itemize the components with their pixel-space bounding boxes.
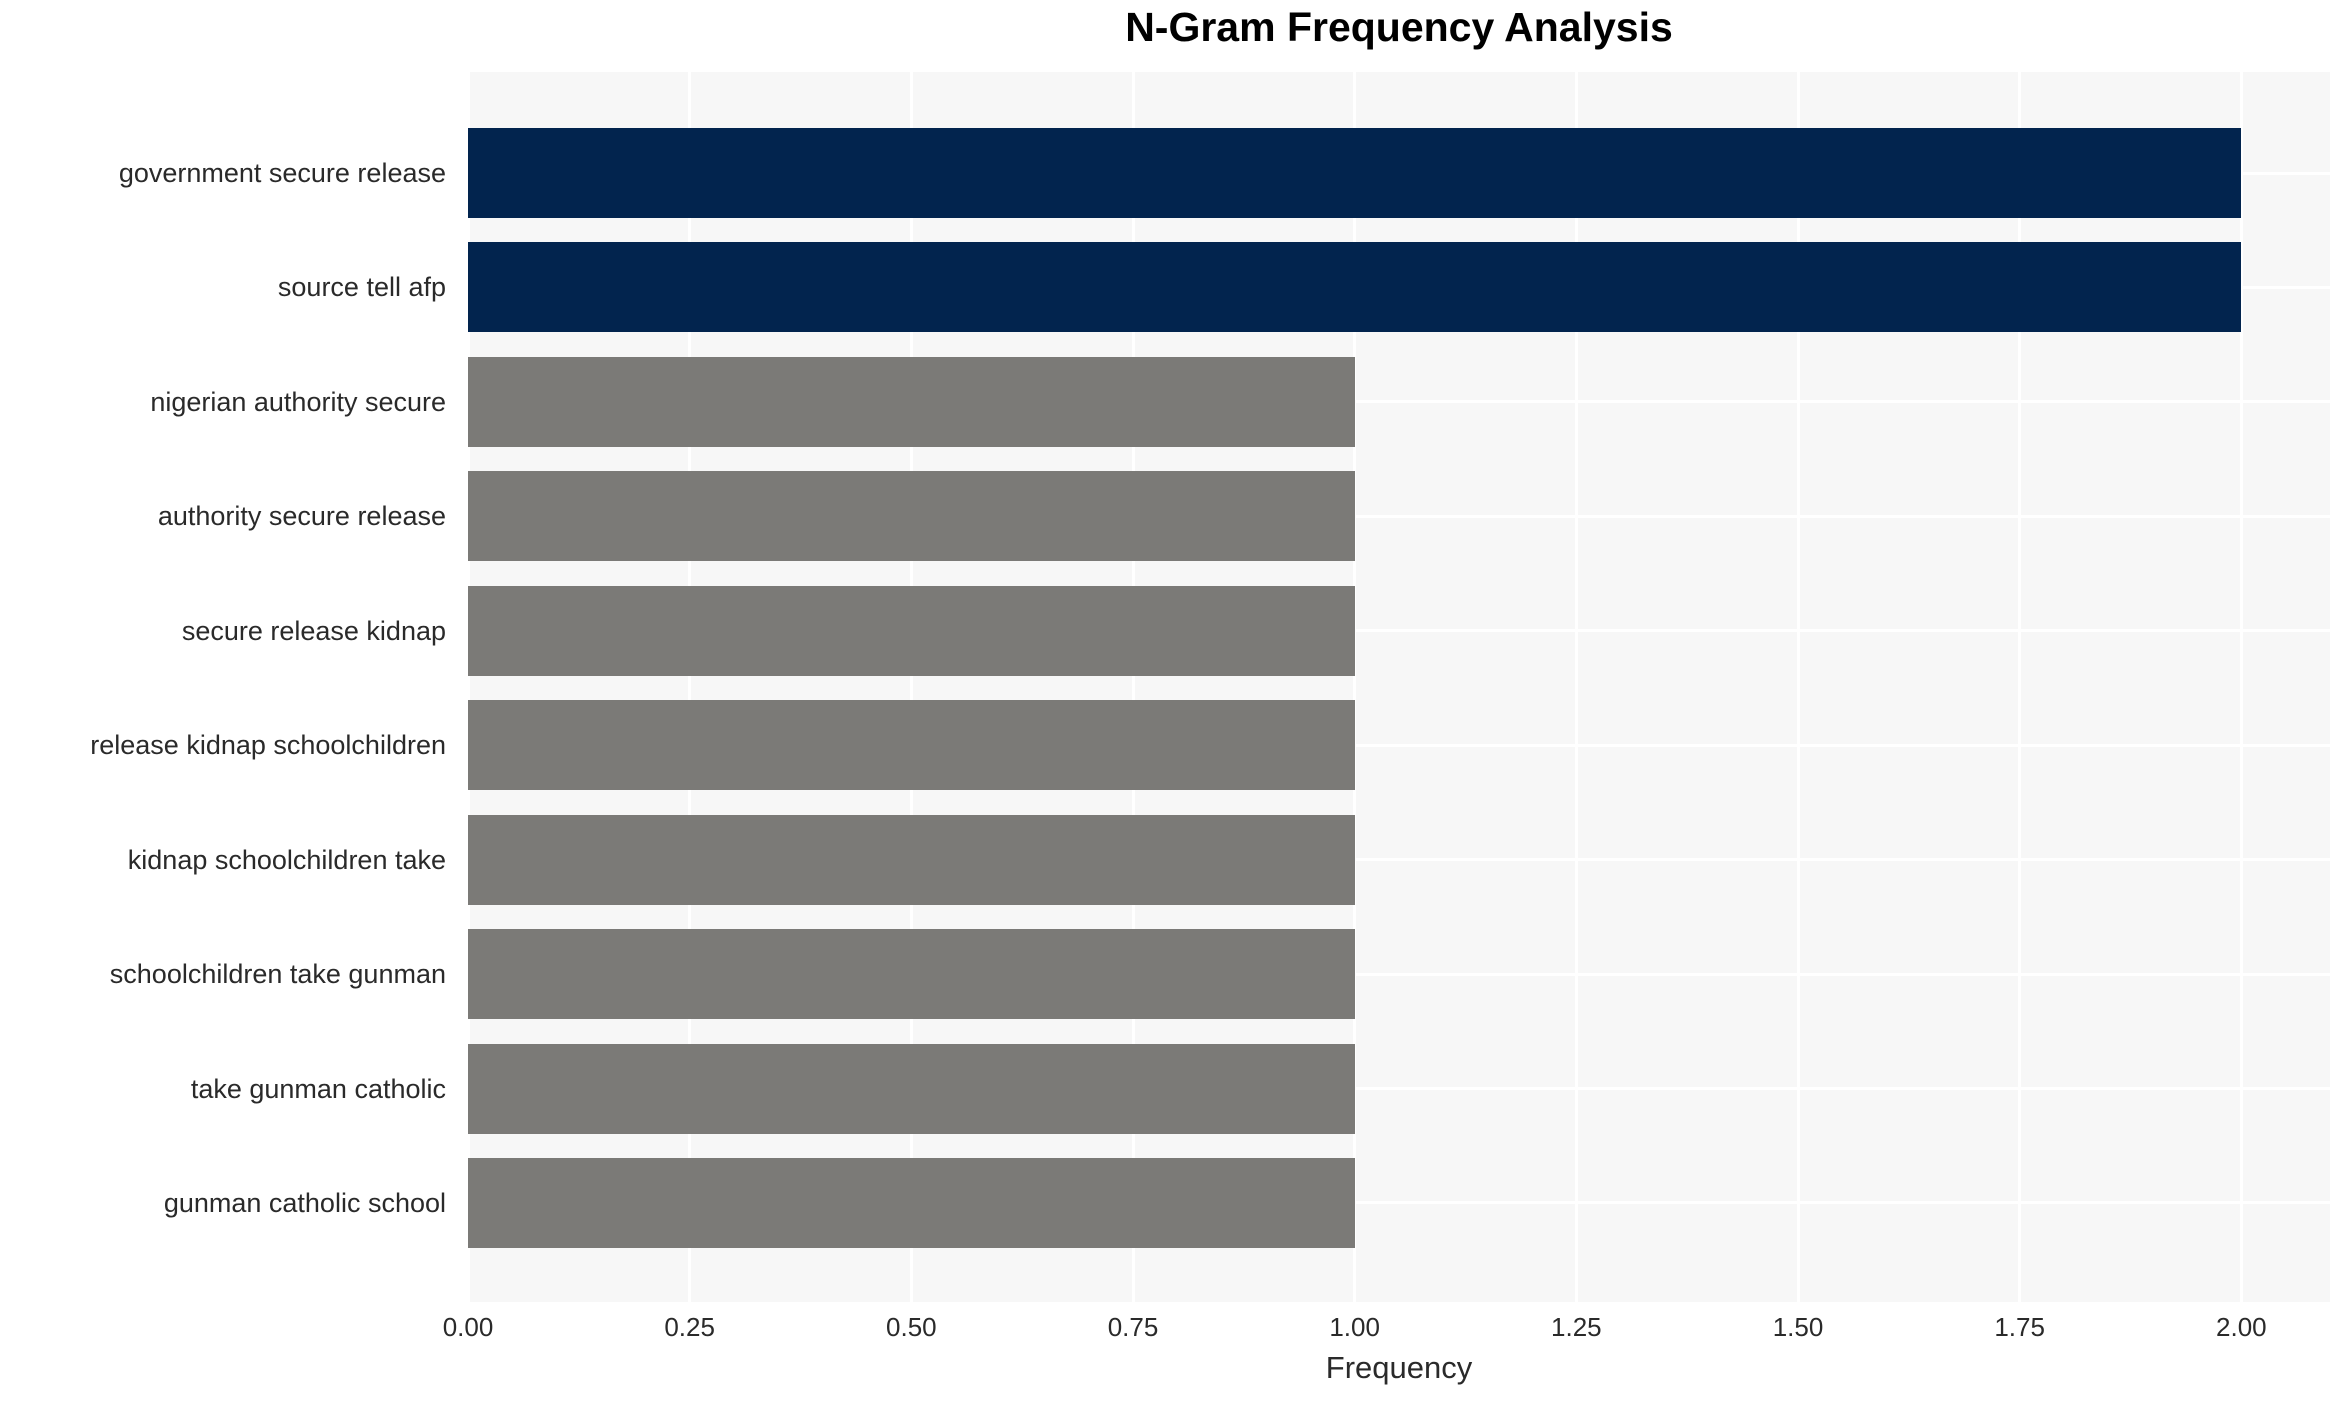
- x-tick-label: 0.50: [886, 1312, 937, 1342]
- y-tick-label: kidnap schoolchildren take: [127, 844, 446, 875]
- plot-area: [466, 72, 2330, 1302]
- vertical-gridline: [2018, 72, 2022, 1302]
- vertical-gridline: [1353, 72, 1357, 1302]
- bar: [468, 585, 1355, 676]
- horizontal-gridline: [468, 400, 2330, 404]
- y-tick-label: secure release kidnap: [181, 615, 446, 646]
- bar: [468, 929, 1355, 1020]
- chart-title: N-Gram Frequency Analysis: [1125, 4, 1673, 50]
- x-tick-label: 1.25: [1551, 1312, 1602, 1342]
- horizontal-gridline: [468, 743, 2330, 747]
- vertical-gridline: [909, 72, 913, 1302]
- bar: [468, 356, 1355, 447]
- y-tick-label: source tell afp: [277, 272, 446, 303]
- x-tick-label: 2.00: [2216, 1312, 2267, 1342]
- x-tick-label: 0.25: [664, 1312, 715, 1342]
- y-tick-label: schoolchildren take gunman: [109, 959, 446, 990]
- vertical-gridline: [1796, 72, 1800, 1302]
- horizontal-gridline: [468, 629, 2330, 633]
- x-tick-label: 1.75: [1994, 1312, 2045, 1342]
- bar: [468, 1043, 1355, 1134]
- x-tick-label: 1.00: [1329, 1312, 1380, 1342]
- horizontal-gridline: [468, 514, 2330, 518]
- horizontal-gridline: [468, 1201, 2330, 1205]
- y-tick-label: take gunman catholic: [190, 1073, 446, 1104]
- bar: [468, 700, 1355, 791]
- vertical-gridline: [688, 72, 692, 1302]
- y-tick-label: nigerian authority secure: [150, 386, 446, 417]
- horizontal-gridline: [468, 972, 2330, 976]
- vertical-gridline: [466, 72, 470, 1302]
- x-tick-label: 0.00: [442, 1312, 494, 1342]
- x-axis-ticks: 0.00 0.25 0.50 0.75 1.00 1.25 1.50 1.75 2.00: [0, 1312, 2349, 1352]
- vertical-gridline: [1131, 72, 1135, 1302]
- y-tick-label: gunman catholic school: [163, 1187, 446, 1218]
- bar: [468, 128, 2242, 218]
- y-tick-label: authority secure release: [157, 501, 446, 532]
- horizontal-gridline: [468, 1087, 2330, 1091]
- y-tick-label: government secure release: [118, 158, 446, 188]
- x-tick-label: 1.50: [1772, 1312, 1824, 1342]
- x-tick-label: 0.75: [1107, 1312, 1159, 1342]
- bar: [468, 471, 1355, 562]
- x-axis-title: Frequency: [1325, 1350, 1473, 1385]
- vertical-gridline: [1574, 72, 1578, 1302]
- bar: [468, 814, 1355, 905]
- vertical-gridline: [2239, 72, 2243, 1302]
- bar: [468, 242, 2242, 333]
- y-axis-labels: government secure release source tell afp…: [0, 72, 456, 1302]
- horizontal-gridline: [468, 858, 2330, 862]
- bar: [468, 1157, 1355, 1248]
- y-tick-label: release kidnap schoolchildren: [90, 730, 446, 761]
